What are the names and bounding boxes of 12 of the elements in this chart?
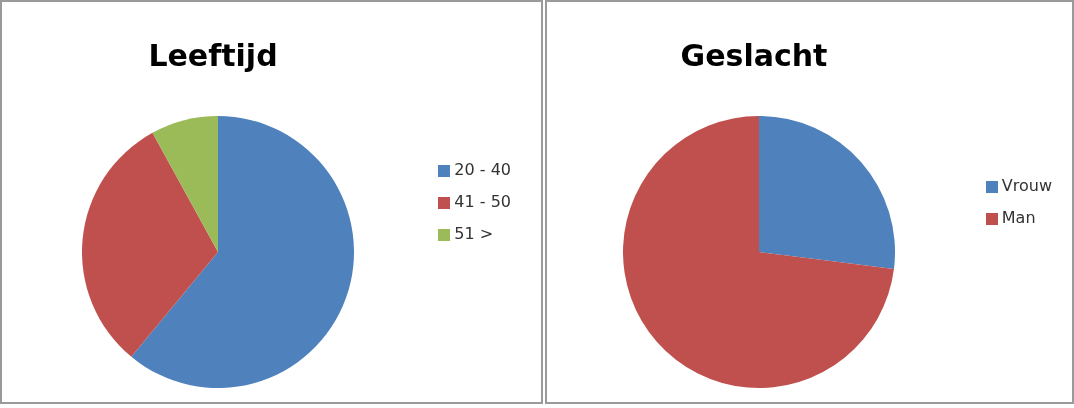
legend-label: Vrouw [1001, 176, 1052, 195]
legend-label: 51 > [454, 224, 494, 243]
chart-title: Leeftijd [147, 38, 279, 73]
legend-label: 41 - 50 [454, 192, 511, 211]
legend-label: Man [1001, 208, 1036, 227]
pie-slice [152, 116, 218, 252]
pie-slice [623, 116, 894, 388]
chart-title: Geslacht [679, 38, 829, 73]
legend-label: 20 - 40 [454, 160, 511, 179]
pie-slice [759, 116, 895, 270]
pie-slice [82, 132, 218, 357]
pie-slice [131, 116, 354, 388]
